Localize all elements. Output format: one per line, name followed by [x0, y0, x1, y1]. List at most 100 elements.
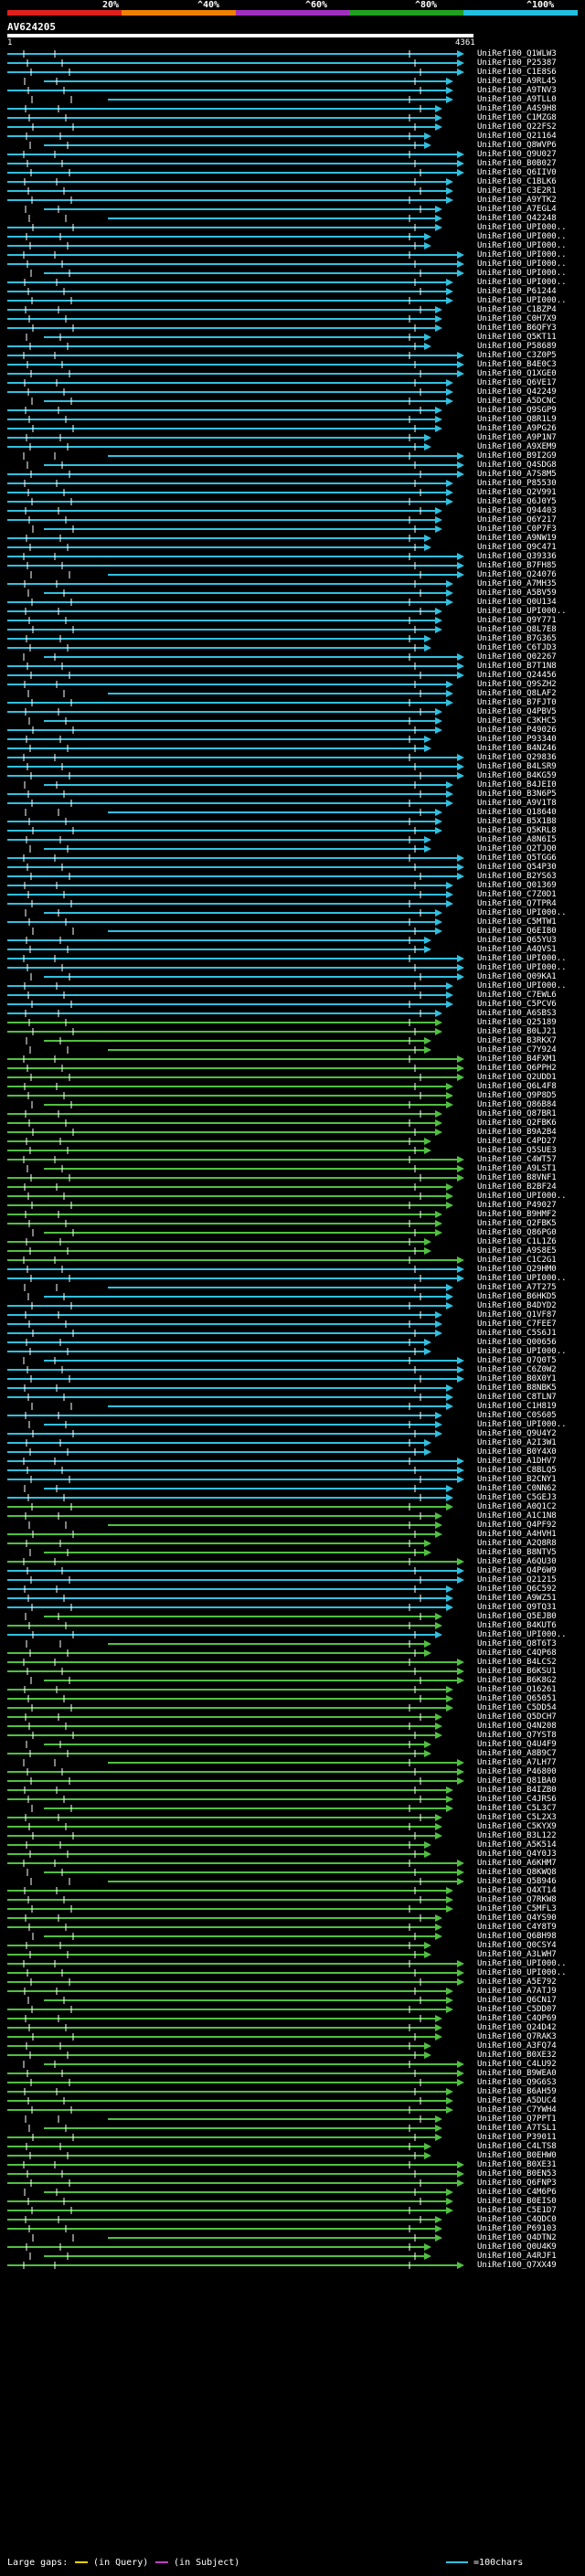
hit-row[interactable]: UniRef100_C5GEJ3 [0, 1493, 585, 1502]
hit-label[interactable]: UniRef100_A1DHV7 [477, 1457, 557, 1466]
hit-row[interactable]: UniRef100_A9PG26 [0, 424, 585, 433]
hit-label[interactable]: UniRef100_Q4PF92 [477, 1521, 557, 1530]
hit-row[interactable]: UniRef100_Q6Y217 [0, 515, 585, 525]
hit-row[interactable]: UniRef100_C1BZP4 [0, 305, 585, 314]
hit-label[interactable]: UniRef100_Q1WLW3 [477, 49, 557, 58]
hit-row[interactable]: UniRef100_Q6PPH2 [0, 1064, 585, 1073]
hit-row[interactable]: UniRef100_C5MFL3 [0, 1904, 585, 1913]
hit-label[interactable]: UniRef100_Q65051 [477, 1694, 557, 1703]
hit-label[interactable]: UniRef100_C1C2G1 [477, 1256, 557, 1265]
hit-label[interactable]: UniRef100_A9S8E5 [477, 1246, 557, 1256]
hit-row[interactable]: UniRef100_Q65YU3 [0, 936, 585, 945]
hit-row[interactable]: UniRef100_Q42248 [0, 214, 585, 223]
hit-row[interactable]: UniRef100_Q54P30 [0, 863, 585, 872]
hit-row[interactable]: UniRef100_A4HVH1 [0, 1530, 585, 1539]
hit-row[interactable]: UniRef100_Q6BH98 [0, 1932, 585, 1941]
hit-label[interactable]: UniRef100_A2Q8R8 [477, 1539, 557, 1548]
hit-row[interactable]: UniRef100_C1L1Z6 [0, 1237, 585, 1246]
hit-row[interactable]: UniRef100_Q1WLW3 [0, 49, 585, 58]
hit-row[interactable]: UniRef100_P49026 [0, 726, 585, 735]
hit-label[interactable]: UniRef100_C0S605 [477, 1411, 557, 1420]
hit-label[interactable]: UniRef100_P49027 [477, 1201, 557, 1210]
hit-label[interactable]: UniRef100_B7G365 [477, 634, 557, 643]
hit-label[interactable]: UniRef100_UPI000.. [477, 954, 567, 963]
hit-label[interactable]: UniRef100_B8NBK5 [477, 1383, 557, 1393]
hit-label[interactable]: UniRef100_P61244 [477, 287, 557, 296]
hit-label[interactable]: UniRef100_Q6VE17 [477, 378, 557, 387]
hit-label[interactable]: UniRef100_A1C1N8 [477, 1511, 557, 1521]
hit-label[interactable]: UniRef100_C7EWL6 [477, 991, 557, 1000]
hit-label[interactable]: UniRef100_Q29HM0 [477, 1265, 557, 1274]
hit-row[interactable]: UniRef100_B6K8G2 [0, 1676, 585, 1685]
hit-label[interactable]: UniRef100_C4Y8T9 [477, 1923, 557, 1932]
hit-label[interactable]: UniRef100_Q8KWQ8 [477, 1868, 557, 1877]
hit-label[interactable]: UniRef100_Q1VF87 [477, 1310, 557, 1320]
hit-row[interactable]: UniRef100_Q9TQ31 [0, 1603, 585, 1612]
hit-row[interactable]: UniRef100_B4KUT6 [0, 1621, 585, 1630]
hit-label[interactable]: UniRef100_Q87BR1 [477, 1109, 557, 1118]
hit-row[interactable]: UniRef100_C4QDC0 [0, 2215, 585, 2224]
hit-label[interactable]: UniRef100_Q4DTN2 [477, 2233, 557, 2242]
hit-row[interactable]: UniRef100_A9S8E5 [0, 1246, 585, 1256]
hit-row[interactable]: UniRef100_Q9U027 [0, 150, 585, 159]
hit-label[interactable]: UniRef100_Q39336 [477, 552, 557, 561]
hit-label[interactable]: UniRef100_B7FJT0 [477, 698, 557, 707]
hit-row[interactable]: UniRef100_UPI000.. [0, 1192, 585, 1201]
hit-row[interactable]: UniRef100_Q4SDG8 [0, 461, 585, 470]
hit-row[interactable]: UniRef100_Q6EIB0 [0, 927, 585, 936]
hit-row[interactable]: UniRef100_Q16261 [0, 1685, 585, 1694]
hit-row[interactable]: UniRef100_A3FQ74 [0, 2041, 585, 2051]
hit-label[interactable]: UniRef100_A7S8M5 [477, 470, 557, 479]
hit-row[interactable]: UniRef100_P61244 [0, 287, 585, 296]
hit-label[interactable]: UniRef100_Q86PG0 [477, 1228, 557, 1237]
hit-label[interactable]: UniRef100_B9WEA0 [477, 2069, 557, 2078]
hit-row[interactable]: UniRef100_C6TJD3 [0, 643, 585, 652]
hit-label[interactable]: UniRef100_C6TJD3 [477, 643, 557, 652]
hit-label[interactable]: UniRef100_Q8L7E8 [477, 625, 557, 634]
hit-label[interactable]: UniRef100_Q5EJB0 [477, 1612, 557, 1621]
hit-label[interactable]: UniRef100_Q24D42 [477, 2023, 557, 2032]
hit-label[interactable]: UniRef100_B0Y4X0 [477, 1447, 557, 1457]
hit-row[interactable]: UniRef100_B3N6P5 [0, 790, 585, 799]
hit-label[interactable]: UniRef100_P85530 [477, 479, 557, 488]
hit-row[interactable]: UniRef100_B4KG59 [0, 771, 585, 780]
hit-label[interactable]: UniRef100_Q4N208 [477, 1722, 557, 1731]
hit-label[interactable]: UniRef100_C5L2X3 [477, 1813, 557, 1822]
hit-row[interactable]: UniRef100_C6Z0W2 [0, 1365, 585, 1374]
hit-row[interactable]: UniRef100_B7T1N8 [0, 662, 585, 671]
hit-row[interactable]: UniRef100_Q8L7E8 [0, 625, 585, 634]
hit-row[interactable]: UniRef100_Q24076 [0, 570, 585, 579]
hit-row[interactable]: UniRef100_UPI000.. [0, 278, 585, 287]
hit-row[interactable]: UniRef100_P39011 [0, 2133, 585, 2142]
hit-label[interactable]: UniRef100_C5S6J1 [477, 1329, 557, 1338]
hit-row[interactable]: UniRef100_A2Q8R8 [0, 1539, 585, 1548]
hit-row[interactable]: UniRef100_Q9U4Y2 [0, 1429, 585, 1438]
hit-row[interactable]: UniRef100_Q24456 [0, 671, 585, 680]
hit-row[interactable]: UniRef100_A5BV59 [0, 588, 585, 598]
hit-row[interactable]: UniRef100_Q9P8D5 [0, 1091, 585, 1100]
hit-row[interactable]: UniRef100_UPI000.. [0, 232, 585, 241]
hit-label[interactable]: UniRef100_Q6L4F8 [477, 1082, 557, 1091]
hit-label[interactable]: UniRef100_A8B9C7 [477, 1749, 557, 1758]
hit-row[interactable]: UniRef100_B4LCS2 [0, 1658, 585, 1667]
hit-row[interactable]: UniRef100_A5E792 [0, 1977, 585, 1987]
hit-label[interactable]: UniRef100_C4PD27 [477, 1137, 557, 1146]
hit-row[interactable]: UniRef100_A8B9C7 [0, 1749, 585, 1758]
hit-label[interactable]: UniRef100_A5DCNC [477, 397, 557, 406]
hit-row[interactable]: UniRef100_Q86PG0 [0, 1228, 585, 1237]
hit-row[interactable]: UniRef100_B9WEA0 [0, 2069, 585, 2078]
hit-row[interactable]: UniRef100_UPI000.. [0, 981, 585, 991]
hit-label[interactable]: UniRef100_Q6CN17 [477, 1996, 557, 2005]
hit-label[interactable]: UniRef100_A4S9H8 [477, 104, 557, 113]
hit-row[interactable]: UniRef100_UPI000.. [0, 1274, 585, 1283]
hit-label[interactable]: UniRef100_Q2UDD1 [477, 1073, 557, 1082]
hit-label[interactable]: UniRef100_A4RJF1 [477, 2252, 557, 2261]
hit-label[interactable]: UniRef100_B0LJ21 [477, 1027, 557, 1036]
hit-label[interactable]: UniRef100_B4LCS2 [477, 1658, 557, 1667]
hit-label[interactable]: UniRef100_B3N6P5 [477, 790, 557, 799]
hit-row[interactable]: UniRef100_C3KHC5 [0, 716, 585, 726]
hit-label[interactable]: UniRef100_C0H7X9 [477, 314, 557, 323]
hit-label[interactable]: UniRef100_A9WZ51 [477, 1594, 557, 1603]
hit-row[interactable]: UniRef100_B8NBK5 [0, 1383, 585, 1393]
hit-label[interactable]: UniRef100_B0XE32 [477, 2051, 557, 2060]
